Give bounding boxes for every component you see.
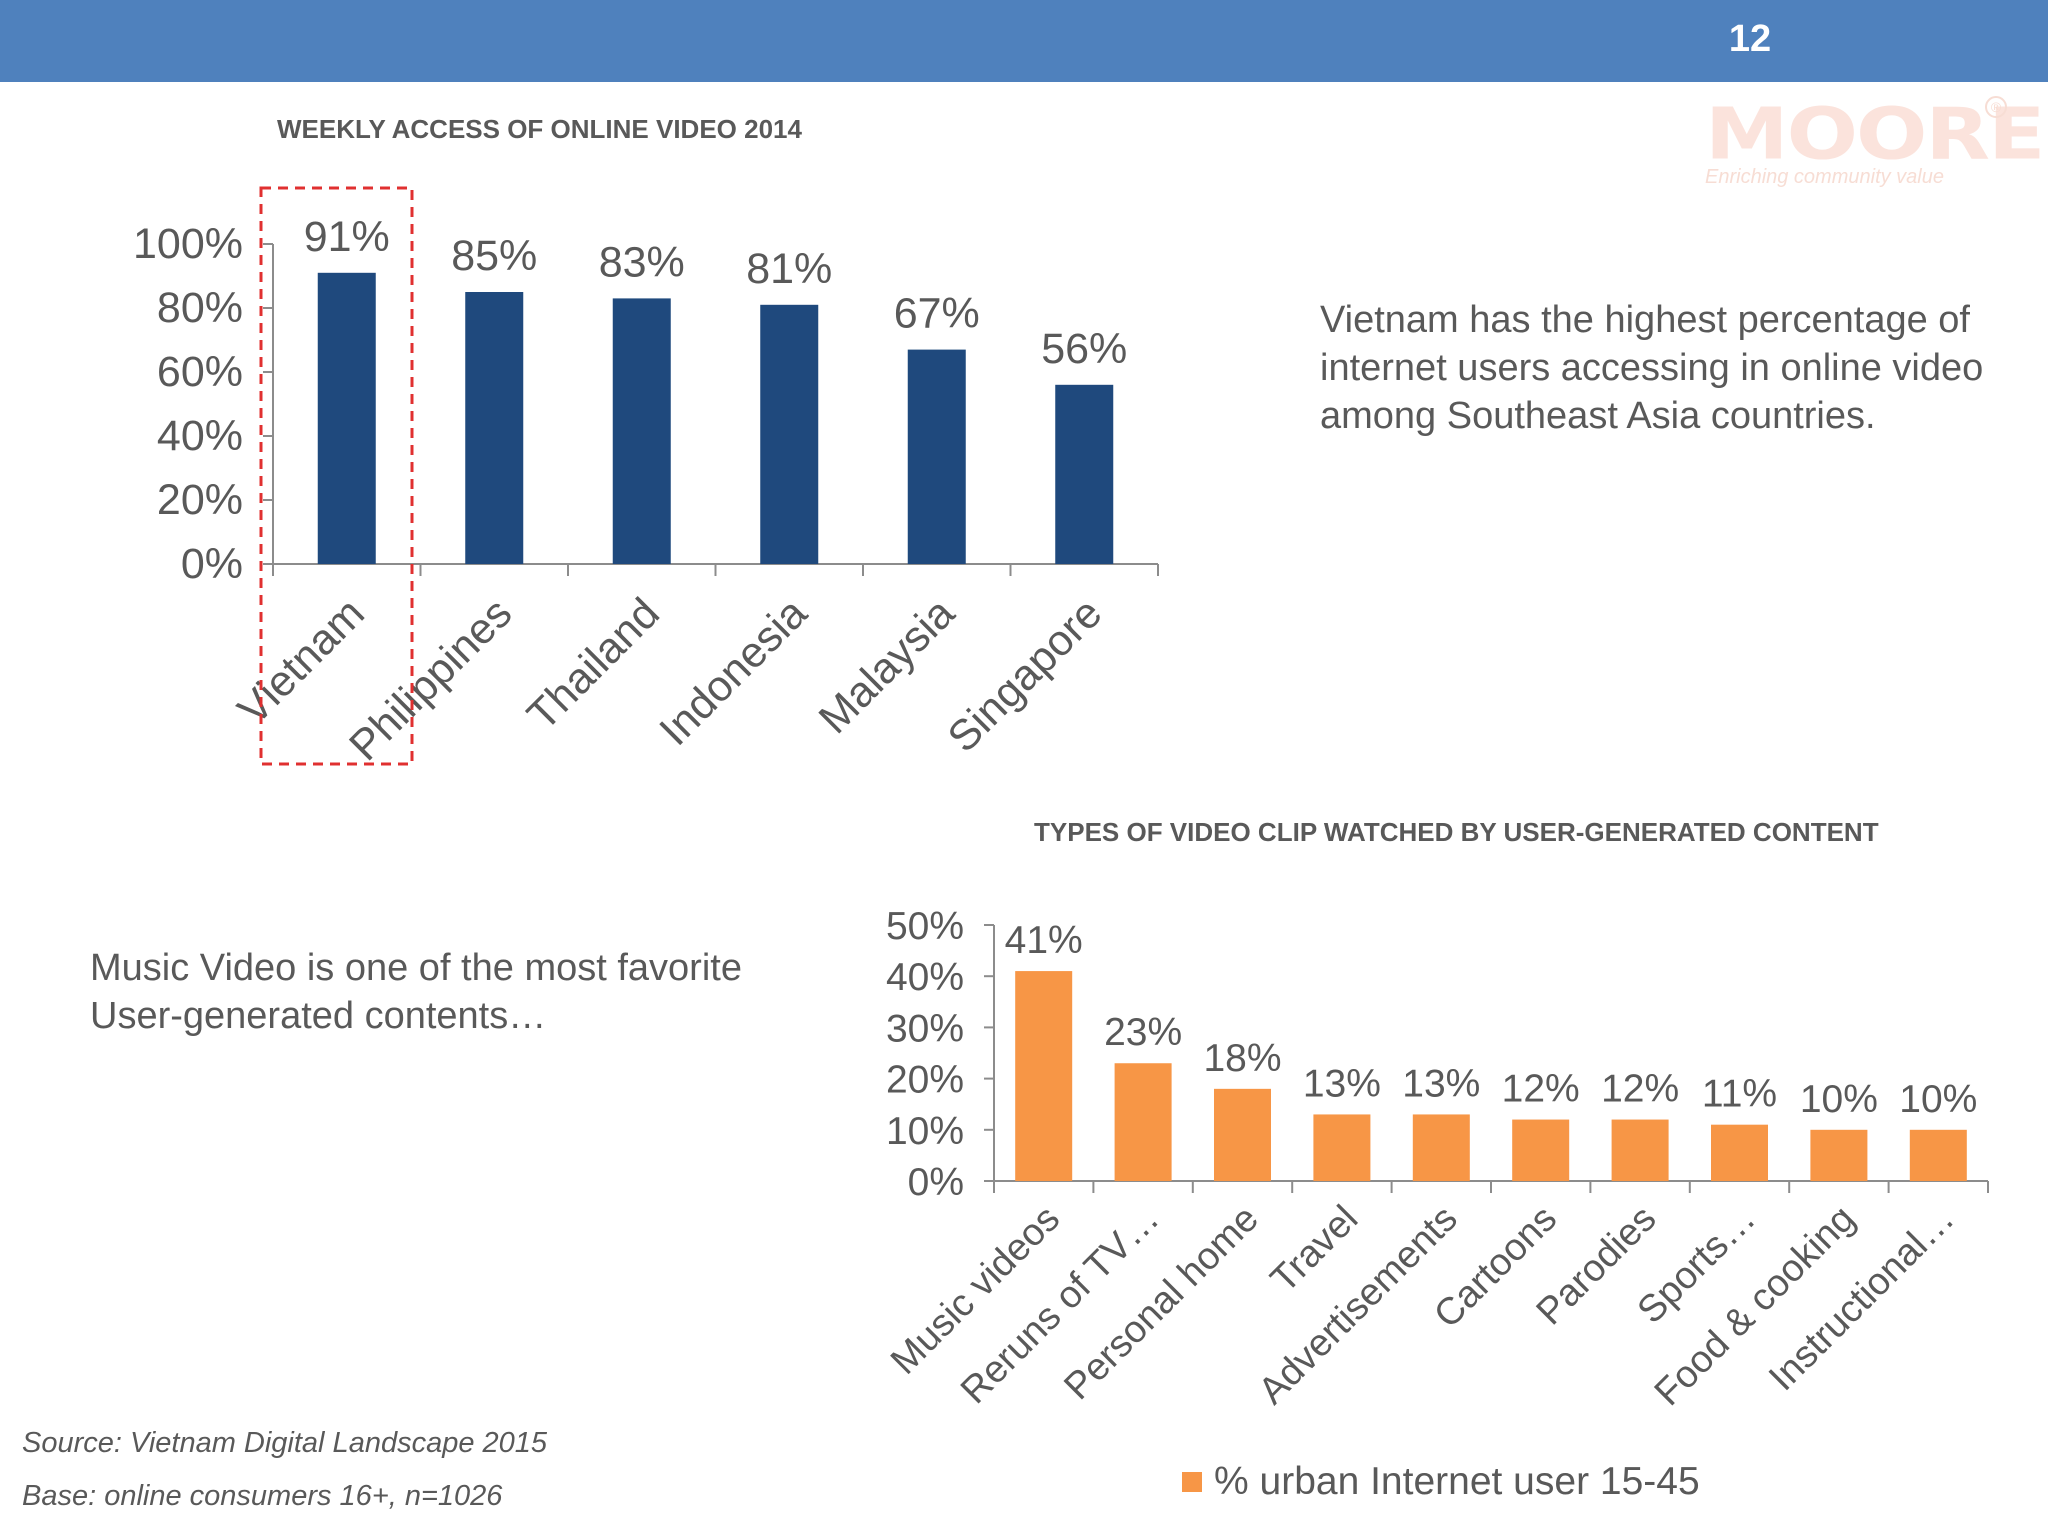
chart2-y-tick-label: 20% [886,1059,964,1102]
chart1-y-tick-label: 40% [157,412,243,460]
chart1-bar [760,304,819,564]
chart2-bar [1711,1124,1768,1181]
chart2-data-label: 12% [1601,1068,1679,1111]
chart2-y-tick-label: 30% [886,1007,964,1050]
chart2-bar [1810,1129,1868,1181]
chart1-y-tick-label: 0% [181,540,243,588]
chart1-y-tick-label: 100% [133,220,243,268]
legend-label: % urban Internet user 15-45 [1214,1460,1700,1503]
chart1-bar [1055,384,1114,564]
moore-logo: MOORE Enriching community value ® [1700,92,2045,200]
chart-title-weekly-access: WEEKLY ACCESS OF ONLINE VIDEO 2014 [277,114,802,144]
chart1-data-label: 81% [746,245,832,293]
insight-music-video: Music Video is one of the most favorite … [90,947,742,1037]
chart2-y-tick-label: 40% [886,956,964,999]
chart2-y-tick-label: 10% [886,1110,964,1153]
chart1-bar [612,298,671,564]
chart2-data-label: 12% [1502,1068,1580,1111]
chart2-bar [1611,1119,1669,1181]
chart2-bar [1214,1088,1271,1181]
chart1-data-label: 56% [1041,325,1127,373]
chart2-data-label: 23% [1104,1011,1182,1054]
chart1-y-tick-label: 20% [157,476,243,524]
chart1-data-label: 85% [451,232,537,280]
chart1-bar [317,272,376,564]
chart2-data-label: 10% [1899,1078,1977,1121]
chart2-bar [1512,1119,1570,1181]
chart1-bar [465,292,524,564]
chart-title-video-types: TYPES OF VIDEO CLIP WATCHED BY USER-GENE… [1034,817,1879,847]
chart2-bar [1015,971,1073,1181]
chart2-bar [1114,1063,1172,1181]
chart2-category-label: Music videos [883,1198,1068,1383]
weekly-access-bar-chart: 0%20%40%60%80%100% 91%Vietnam85%Philippin… [133,186,1159,770]
chart2-bar [1909,1129,1967,1181]
chart2-bar [1313,1114,1371,1181]
logo-tagline: Enriching community value [1705,166,1944,188]
chart-legend: % urban Internet user 15-45 [1182,1460,1700,1504]
vietnam-highlight-box [259,186,414,766]
chart1-data-label: 91% [304,213,390,261]
chart2-data-label: 18% [1203,1037,1281,1080]
chart2-y-tick-label: 50% [886,905,964,948]
chart1-bar [907,349,966,564]
chart1-data-label: 83% [599,238,685,286]
base-note: Base: online consumers 16+, n=1026 [22,1480,503,1512]
chart2-y-tick-label: 0% [908,1161,964,1204]
chart2-data-label: 10% [1800,1078,1878,1121]
legend-swatch [1182,1472,1202,1492]
chart1-y-tick-label: 80% [157,284,243,332]
chart2-data-label: 13% [1303,1062,1381,1105]
chart2-data-label: 41% [1005,919,1083,962]
registered-mark-icon: ® [1985,96,2007,118]
insight-video-access: Vietnam has the highest percentage of in… [1320,299,1984,437]
chart1-y-tick-label: 60% [157,348,243,396]
chart2-data-label: 13% [1402,1062,1480,1105]
chart2-bar [1412,1114,1470,1181]
source-note: Source: Vietnam Digital Landscape 2015 [22,1427,548,1459]
header-bar [0,0,2048,82]
chart1-data-label: 67% [894,290,980,338]
chart2-data-label: 11% [1702,1073,1777,1116]
page-number: 12 [1728,18,1772,60]
